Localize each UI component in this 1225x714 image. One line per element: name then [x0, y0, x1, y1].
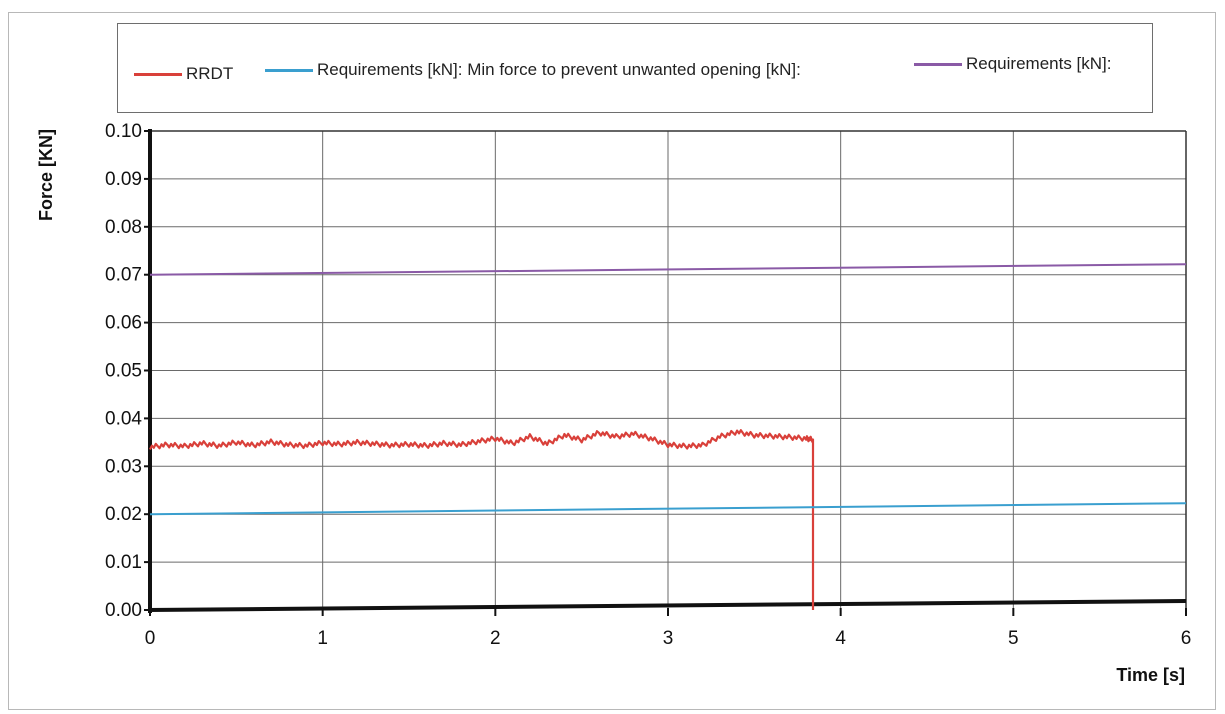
axes [144, 129, 1187, 616]
legend-swatch-requirements [914, 62, 962, 66]
y-tick-label-4: 0.04 [105, 408, 142, 429]
legend-label-requirements: Requirements [kN]: [966, 54, 1112, 73]
legend-swatch-rrdt [134, 72, 182, 76]
legend-item-min-force: Requirements [kN]: Min force to prevent … [265, 60, 801, 80]
x-tick-label-5: 5 [1008, 628, 1019, 649]
y-tick-label-7: 0.07 [105, 265, 142, 286]
x-tick-label-1: 1 [317, 628, 328, 649]
x-tick-label-6: 6 [1181, 628, 1192, 649]
y-tick-label-9: 0.09 [105, 169, 142, 190]
y-tick-label-1: 0.01 [105, 552, 142, 573]
y-tick-label-8: 0.08 [105, 217, 142, 238]
series-line-1 [149, 502, 1187, 516]
y-tick-label-5: 0.05 [105, 361, 142, 382]
y-tick-label-3: 0.03 [105, 456, 142, 477]
x-tick-label-2: 2 [490, 628, 501, 649]
y-tick-label-2: 0.02 [105, 504, 142, 525]
series-lines [149, 263, 1187, 610]
x-tick-label-0: 0 [145, 628, 156, 649]
chart-frame [8, 12, 1216, 710]
legend-label-rrdt: RRDT [186, 64, 234, 83]
y-tick-label-10: 0.10 [105, 121, 142, 142]
tick-labels: 0.00 0.01 0.02 0.03 0.04 0.05 0.06 0.07 0.08 0.09… [105, 121, 1191, 649]
x-axis-line [147, 599, 1187, 612]
legend-label-min-force: Requirements [kN]: Min force to prevent … [317, 60, 801, 79]
x-axis-title: Time [s] [1116, 665, 1185, 685]
x-tick-label-4: 4 [835, 628, 846, 649]
legend-swatch-min-force [265, 68, 313, 72]
y-axis-title: Force [KN] [36, 129, 56, 221]
series-line-0 [149, 429, 815, 610]
legend-item-requirements: Requirements [kN]: [914, 54, 1112, 74]
legend: RRDT Requirements [kN]: Min force to pre… [117, 23, 1153, 113]
x-tick-label-3: 3 [663, 628, 674, 649]
y-tick-label-0: 0.00 [105, 600, 142, 621]
series-line-2 [149, 263, 1187, 276]
legend-item-rrdt: RRDT [134, 64, 233, 84]
y-tick-label-6: 0.06 [105, 313, 142, 334]
gridlines [150, 130, 1187, 610]
